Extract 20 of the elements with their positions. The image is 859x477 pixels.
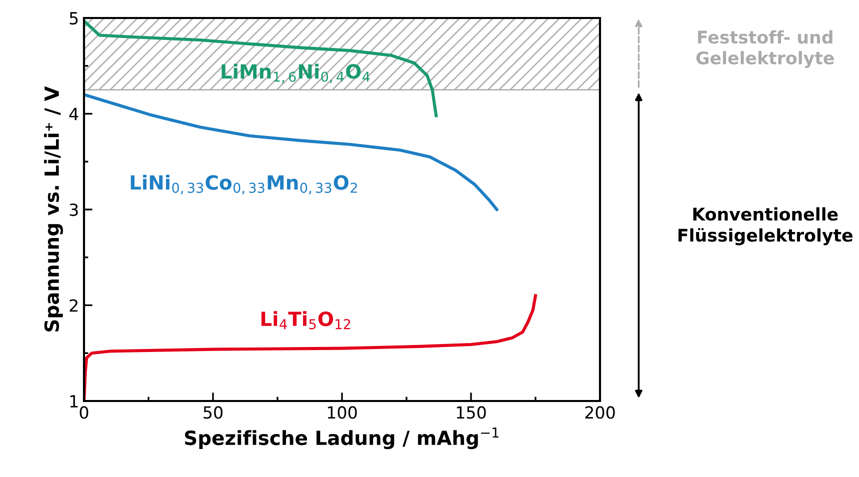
y-tick-label: 4 (69, 108, 78, 120)
y-tick-label: 5 (70, 12, 78, 25)
x-tick-label: 50 (204, 406, 222, 419)
line-series (84, 294, 538, 401)
x-tick-label: 150 (456, 406, 486, 419)
text: Feststoff- und Gelelektrolyte (696, 30, 834, 68)
series-label: LiMn$_{1,6}$Ni$_{0,4}$O$_{4}$ (222, 64, 370, 84)
x-tick-label: 100 (328, 406, 357, 419)
line-series (84, 93, 498, 212)
x-tick-label: 200 (585, 406, 615, 419)
line-series (84, 19, 438, 118)
x-axis-title: Spezifische Ladung / mAhg$^{−1}$ (185, 428, 498, 450)
x-tick-label: 0 (80, 406, 88, 419)
y-axis-title: Spannung vs. Li/Li⁺ / V (44, 86, 63, 332)
y-tick-label: 2 (70, 299, 78, 312)
y-tick-label: 3 (70, 203, 78, 216)
y-tick-label: 1 (70, 395, 78, 408)
text: Konventionelle Flüssigelektrolyte (678, 207, 852, 246)
series-label: LiNi$_{0,33}$Co$_{0,33}$Mn$_{0,33}$O$_{2}$ (130, 174, 357, 194)
series-label: Li$_{4}$Ti$_{5}$O$_{12}$ (261, 311, 350, 330)
